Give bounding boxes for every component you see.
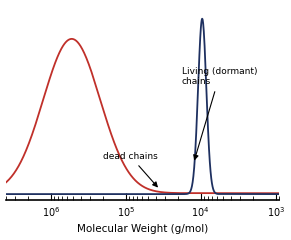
Text: dead chains: dead chains: [103, 152, 158, 187]
Text: Living (dormant)
chains: Living (dormant) chains: [182, 67, 257, 160]
X-axis label: Molecular Weight (g/mol): Molecular Weight (g/mol): [77, 224, 208, 234]
